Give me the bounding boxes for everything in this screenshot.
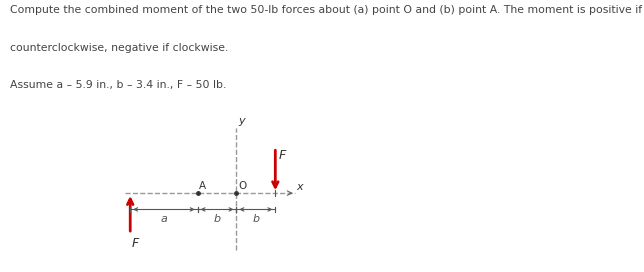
- Text: A: A: [199, 181, 206, 191]
- Text: F: F: [132, 237, 139, 250]
- Text: counterclockwise, negative if clockwise.: counterclockwise, negative if clockwise.: [10, 43, 228, 53]
- Text: a: a: [160, 214, 167, 224]
- Text: O: O: [238, 181, 247, 191]
- Text: F: F: [279, 149, 286, 162]
- Text: y: y: [238, 116, 245, 126]
- Text: x: x: [296, 182, 303, 192]
- Text: Compute the combined moment of the two 50-lb forces about (a) point O and (b) po: Compute the combined moment of the two 5…: [10, 5, 642, 16]
- Text: Assume a – 5.9 in., b – 3.4 in., F – 50 lb.: Assume a – 5.9 in., b – 3.4 in., F – 50 …: [10, 80, 226, 90]
- Text: b: b: [252, 214, 260, 224]
- Text: b: b: [214, 214, 221, 224]
